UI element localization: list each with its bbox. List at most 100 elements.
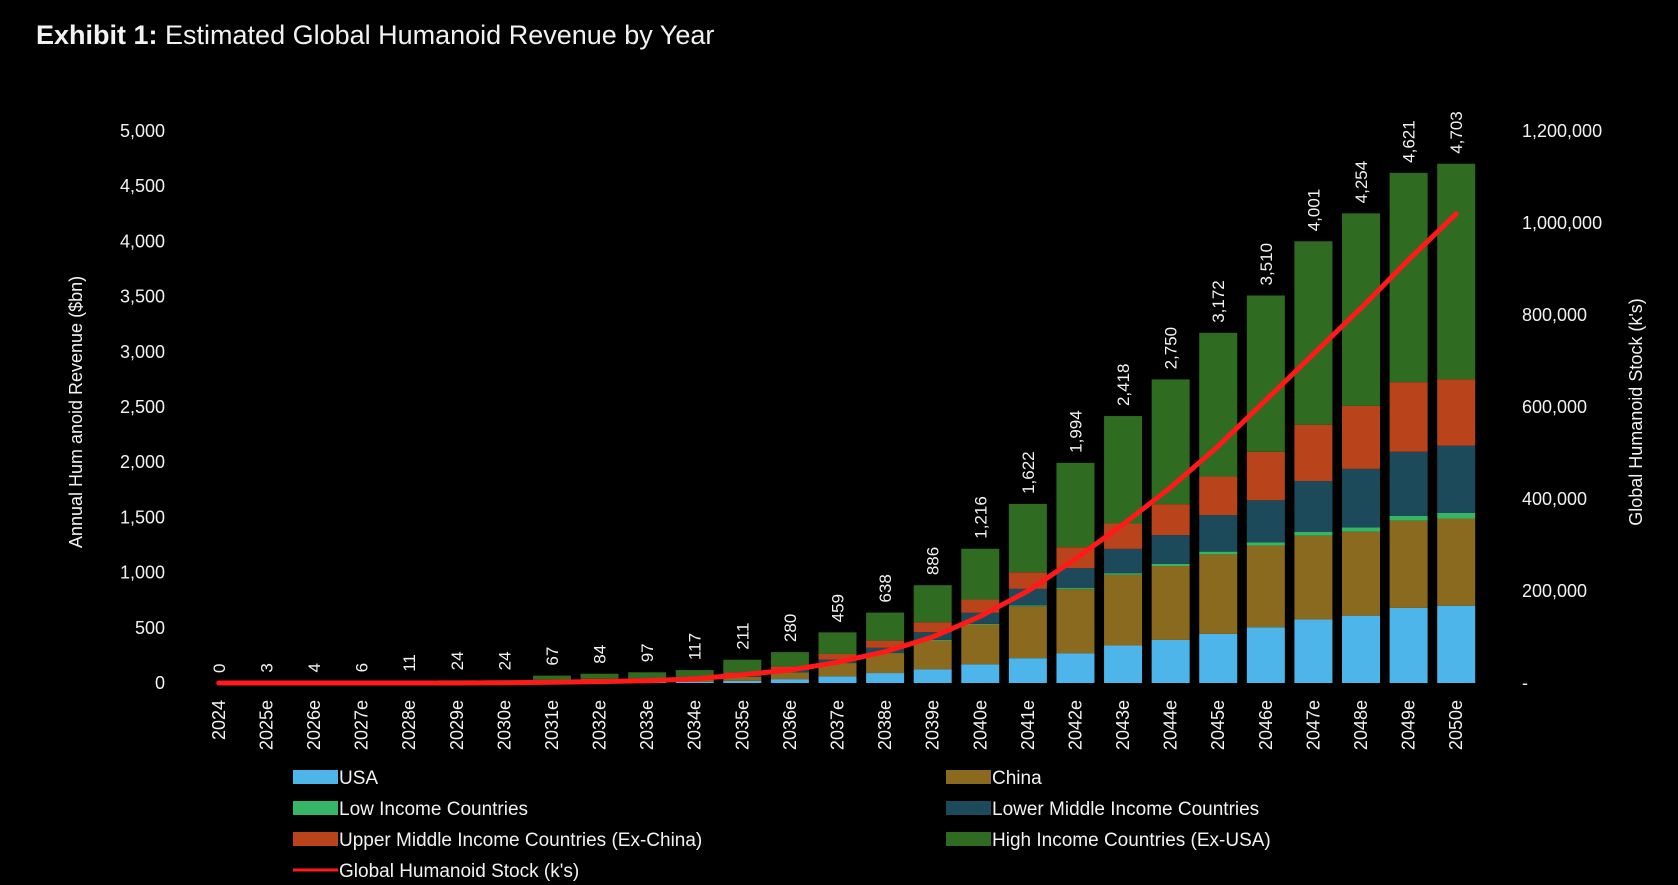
bar-segment: [1389, 451, 1428, 516]
total-label: 459: [829, 594, 848, 622]
bar-segment: [1008, 606, 1047, 659]
y-tick-label: 3,500: [120, 287, 165, 307]
legend-label: High Income Countries (Ex-USA): [992, 830, 1271, 851]
x-tick-label: 2025e: [256, 700, 276, 750]
total-label: 24: [448, 651, 467, 670]
bar-segment: [913, 622, 952, 633]
bar-segment: [1389, 607, 1428, 683]
legend-label: Global Humanoid Stock (k's): [339, 861, 579, 882]
bar-segment: [1056, 462, 1095, 548]
total-label: 2,750: [1162, 327, 1181, 370]
x-tick-label: 2024: [209, 700, 229, 740]
bar-segment: [675, 682, 714, 683]
y-axis-label: Annual Hum anoid Revenue ($bn): [66, 276, 86, 548]
bar-segment: [1008, 658, 1047, 683]
bar-segment: [1342, 527, 1381, 532]
x-tick-label: 2041e: [1018, 700, 1038, 750]
y2-tick-label: 800,000: [1522, 305, 1587, 325]
bar-stacks: [247, 163, 1476, 683]
bar-segment: [1199, 551, 1238, 555]
bar-segment: [1437, 445, 1476, 513]
bar-segment: [913, 669, 952, 683]
legend-swatch: [293, 832, 338, 846]
bar-segment: [1342, 531, 1381, 616]
bar-segment: [1246, 295, 1285, 452]
total-label: 3: [257, 663, 276, 672]
bar-segment: [1151, 535, 1190, 564]
legend-label: USA: [339, 768, 378, 789]
bar-segment: [1056, 653, 1095, 683]
y2-tick-label: 200,000: [1522, 581, 1587, 601]
y2-axis-label: Global Humanoid Stock (k's): [1626, 298, 1646, 526]
total-label: 211: [733, 623, 752, 650]
bar-segment: [913, 639, 952, 641]
bar-segment: [723, 680, 762, 683]
bar-segment: [818, 653, 857, 660]
bar-segment: [1199, 332, 1238, 477]
legend-swatch: [946, 832, 991, 846]
bar-segment: [628, 672, 667, 679]
bar-segment: [1151, 379, 1190, 505]
x-tick-label: 2046e: [1256, 700, 1276, 750]
legend-swatch: [293, 801, 338, 815]
y-tick-label: 0: [155, 673, 165, 693]
stock-line-group: [216, 211, 1459, 686]
total-label: 4,254: [1352, 161, 1371, 204]
y2-tick-label: -: [1522, 673, 1528, 693]
total-label: 11: [400, 654, 419, 672]
x-tick-label: 2048e: [1351, 700, 1371, 750]
total-labels: 0 3 4 6 11 24 24 67 84 97 117 211 280 459 638 886 1,216 1…: [210, 111, 1466, 673]
total-label: 97: [638, 643, 657, 662]
bar-segment: [1056, 588, 1095, 590]
bar-segment: [1294, 480, 1333, 532]
bar-segment: [1104, 574, 1143, 646]
bar-segment: [770, 679, 809, 683]
bar-segment: [723, 659, 762, 673]
bar-segment: [1294, 424, 1333, 481]
x-tick-label: 2039e: [923, 700, 943, 750]
bar-segment: [1389, 172, 1428, 383]
total-label: 886: [924, 547, 943, 575]
legend-swatch: [946, 801, 991, 815]
y2-tick-label: 1,200,000: [1522, 121, 1602, 141]
bar-segment: [1008, 605, 1047, 607]
y2-tick-label: 400,000: [1522, 489, 1587, 509]
bar-segment: [1437, 379, 1476, 446]
total-label: 67: [543, 647, 562, 666]
bar-segment: [913, 585, 952, 623]
bar-segment: [1199, 554, 1238, 634]
x-tick-label: 2044e: [1161, 700, 1181, 750]
bar-segment: [1342, 405, 1381, 469]
bar-segment: [1342, 468, 1381, 528]
bar-segment: [1199, 515, 1238, 552]
x-tick-label: 2050e: [1446, 700, 1466, 750]
bar-segment: [866, 673, 905, 683]
y2-tick-label: 600,000: [1522, 397, 1587, 417]
bar-segment: [1104, 573, 1143, 575]
total-label: 2,418: [1114, 364, 1133, 407]
bar-segment: [1104, 645, 1143, 683]
x-tick-label: 2042e: [1065, 700, 1085, 750]
bar-segment: [1294, 241, 1333, 425]
bar-segment: [961, 624, 1000, 665]
bar-segment: [770, 652, 809, 667]
bar-segment: [1389, 520, 1428, 608]
total-label: 280: [781, 614, 800, 642]
bar-segment: [770, 672, 809, 680]
x-tick-label: 2030e: [494, 700, 514, 750]
bar-segment: [818, 632, 857, 654]
bar-segment: [961, 664, 1000, 683]
bar-segment: [1104, 548, 1143, 574]
total-label: 4: [305, 663, 324, 672]
bar-segment: [1294, 535, 1333, 620]
y-tick-label: 1,000: [120, 563, 165, 583]
bar-segment: [913, 640, 952, 670]
x-tick-label: 2033e: [637, 700, 657, 750]
bar-segment: [961, 548, 1000, 600]
x-tick-label: 2037e: [828, 700, 848, 750]
bar-segment: [580, 673, 619, 679]
bar-segment: [866, 640, 905, 648]
x-tick-label: 2045e: [1208, 700, 1228, 750]
chart-title-text: Estimated Global Humanoid Revenue by Yea…: [165, 20, 715, 50]
x-tick-label: 2028e: [399, 700, 419, 750]
